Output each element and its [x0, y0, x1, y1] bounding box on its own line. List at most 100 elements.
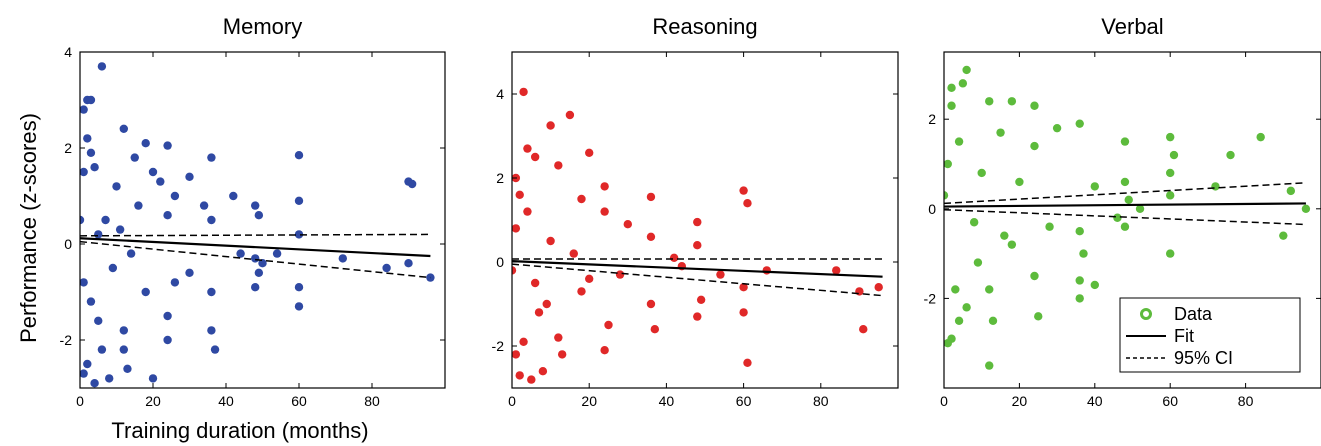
data-point	[1030, 271, 1039, 281]
data-point	[874, 283, 883, 292]
data-point	[1124, 195, 1133, 205]
legend-ci-label: 95% CI	[1174, 348, 1233, 368]
data-point	[119, 124, 128, 133]
data-point	[515, 190, 524, 199]
x-tick-label: 20	[1012, 393, 1028, 409]
data-point	[988, 316, 998, 325]
ci-upper-line	[80, 233, 431, 237]
x-tick-label: 60	[291, 393, 307, 409]
data-point	[123, 364, 132, 373]
data-point	[80, 105, 88, 114]
data-point	[1120, 137, 1130, 146]
data-point	[207, 153, 216, 162]
data-point	[294, 151, 304, 160]
data-point	[530, 152, 540, 162]
data-point	[693, 241, 702, 250]
data-point	[86, 95, 96, 105]
panel-title: Verbal	[1101, 14, 1163, 39]
data-point	[80, 215, 85, 225]
data-point	[156, 177, 165, 186]
data-point	[646, 192, 656, 202]
y-tick-label: 0	[64, 236, 72, 252]
legend-data-label: Data	[1174, 304, 1213, 324]
data-point	[94, 316, 103, 325]
data-point	[1079, 249, 1088, 258]
data-point	[97, 345, 107, 354]
data-point	[615, 270, 625, 279]
data-point	[115, 225, 125, 234]
ci-lower-line	[944, 208, 1306, 226]
data-point	[716, 270, 725, 279]
data-point	[90, 379, 99, 388]
data-point	[519, 337, 528, 346]
data-point	[542, 299, 551, 309]
data-point	[530, 278, 540, 288]
data-point	[947, 101, 956, 110]
data-point	[229, 191, 238, 201]
fit-line	[944, 202, 1306, 208]
x-tick-label: 40	[1087, 393, 1103, 409]
data-point	[1226, 150, 1235, 160]
data-point	[512, 224, 521, 233]
data-point	[855, 287, 864, 296]
data-point	[985, 285, 994, 294]
panel-memory: Memory 0 20 40 60 80 -2 0 2 4	[60, 14, 446, 409]
data-point	[105, 374, 114, 383]
data-point	[141, 287, 150, 297]
data-point	[623, 220, 632, 229]
data-point	[693, 217, 702, 227]
plot-area	[944, 65, 1311, 370]
data-point	[170, 191, 180, 201]
data-point	[134, 201, 143, 210]
data-point	[1015, 177, 1024, 187]
data-point	[86, 148, 96, 157]
data-point	[944, 339, 952, 348]
data-point	[565, 110, 575, 120]
x-tick-label: 0	[940, 393, 948, 409]
data-point	[185, 268, 194, 277]
data-point	[251, 254, 260, 263]
data-point	[1256, 132, 1265, 142]
data-point	[538, 367, 548, 376]
fit-line	[80, 237, 431, 258]
data-point	[1030, 141, 1039, 151]
data-point	[515, 371, 524, 380]
data-point	[83, 359, 92, 369]
data-point	[739, 283, 748, 292]
data-point	[1034, 312, 1043, 321]
data-point	[130, 153, 139, 162]
data-point	[251, 201, 260, 210]
data-point	[1030, 101, 1039, 110]
data-point	[739, 308, 748, 317]
panel-title: Memory	[223, 14, 302, 39]
data-point	[762, 266, 771, 275]
data-point	[969, 218, 979, 227]
data-point	[669, 253, 679, 262]
data-point	[985, 361, 994, 370]
data-point	[382, 263, 391, 273]
plot-area	[80, 62, 435, 388]
data-point	[294, 196, 304, 205]
data-point	[97, 62, 107, 71]
ci-upper-line	[944, 182, 1306, 205]
data-point	[1166, 168, 1175, 178]
x-tick-label: 0	[76, 393, 84, 409]
plot-frame	[943, 51, 1321, 389]
data-point	[696, 295, 706, 304]
data-point	[83, 134, 92, 143]
x-tick-label: 40	[659, 393, 675, 409]
data-point	[163, 311, 172, 321]
data-point	[944, 159, 952, 169]
data-point	[199, 201, 209, 210]
data-point	[126, 249, 136, 258]
y-tick-label: 2	[496, 170, 504, 186]
data-point	[646, 299, 656, 309]
data-point	[258, 259, 267, 268]
y-tick-label: 2	[64, 140, 72, 156]
data-point	[557, 350, 567, 359]
data-point	[119, 345, 128, 354]
panel-reasoning: Reasoning 0 20 40 60 80 -2 0 2 4	[492, 14, 899, 409]
data-point	[1075, 227, 1084, 236]
data-point	[254, 268, 264, 277]
